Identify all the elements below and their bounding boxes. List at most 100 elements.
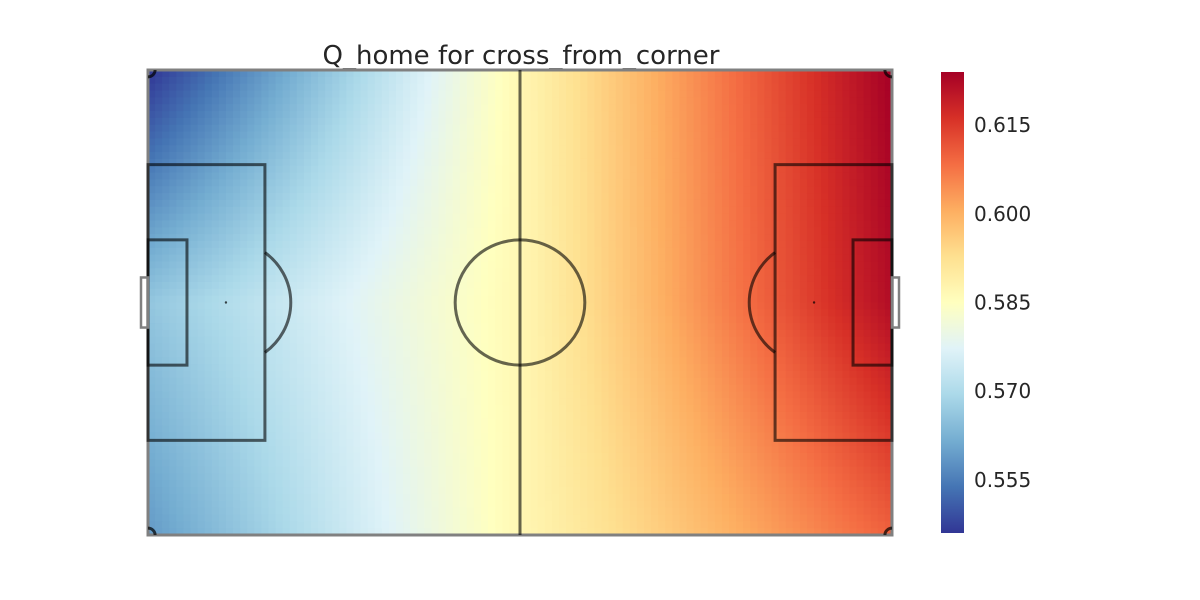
heatmap-cell bbox=[452, 76, 461, 85]
heatmap-cell bbox=[721, 97, 730, 105]
heatmap-cell bbox=[721, 357, 730, 365]
heatmap-cell bbox=[714, 370, 723, 379]
heatmap-cell bbox=[721, 152, 730, 160]
heatmap-cell bbox=[424, 193, 433, 201]
heatmap-cell bbox=[367, 357, 376, 365]
heatmap-cell bbox=[870, 336, 879, 345]
heatmap-cell bbox=[714, 97, 723, 105]
heatmap-cell bbox=[849, 158, 858, 167]
heatmap-cell bbox=[757, 316, 766, 324]
heatmap-cell bbox=[714, 302, 723, 310]
heatmap-cell bbox=[785, 117, 794, 126]
heatmap-cell bbox=[842, 329, 851, 338]
heatmap-cell bbox=[403, 90, 411, 98]
heatmap-cell bbox=[247, 117, 255, 126]
heatmap-cell bbox=[523, 234, 532, 242]
heatmap-cell bbox=[275, 186, 284, 194]
heatmap-cell bbox=[636, 213, 645, 222]
heatmap-cell bbox=[169, 357, 177, 365]
heatmap-cell bbox=[870, 70, 879, 78]
heatmap-cell bbox=[282, 247, 291, 256]
heatmap-cell bbox=[863, 295, 872, 304]
heatmap-cell bbox=[580, 247, 588, 256]
heatmap-cell bbox=[218, 76, 227, 85]
heatmap-cell bbox=[757, 90, 766, 98]
heatmap-cell bbox=[778, 254, 787, 263]
heatmap-cell bbox=[403, 111, 411, 119]
heatmap-cell bbox=[169, 316, 177, 324]
heatmap-cell bbox=[771, 70, 780, 78]
heatmap-cell bbox=[310, 186, 319, 194]
heatmap-cell bbox=[658, 83, 666, 92]
heatmap-cell bbox=[417, 316, 425, 324]
heatmap-cell bbox=[225, 309, 234, 317]
heatmap-cell bbox=[275, 152, 284, 160]
heatmap-cell bbox=[225, 316, 234, 324]
heatmap-cell bbox=[573, 323, 581, 331]
heatmap-cell bbox=[204, 193, 213, 201]
heatmap-cell bbox=[636, 76, 645, 85]
heatmap-cell bbox=[148, 172, 156, 181]
heatmap-cell bbox=[785, 343, 794, 351]
heatmap-cell bbox=[268, 370, 277, 379]
heatmap-cell bbox=[360, 370, 369, 379]
heatmap-cell bbox=[884, 323, 892, 331]
heatmap-cell bbox=[424, 186, 433, 194]
heatmap-cell bbox=[679, 261, 688, 269]
heatmap-cell bbox=[169, 90, 177, 98]
heatmap-cell bbox=[353, 83, 362, 92]
heatmap-cell bbox=[169, 117, 177, 126]
heatmap-cell bbox=[870, 158, 879, 167]
heatmap-cell bbox=[778, 336, 787, 345]
heatmap-cell bbox=[190, 111, 199, 119]
heatmap-cell bbox=[424, 261, 433, 269]
heatmap-cell bbox=[367, 268, 376, 276]
heatmap-cell bbox=[346, 70, 355, 78]
heatmap-cell bbox=[551, 186, 560, 194]
heatmap-cell bbox=[509, 186, 518, 194]
heatmap-cell bbox=[445, 172, 454, 181]
heatmap-cell bbox=[155, 364, 163, 372]
heatmap-cell bbox=[310, 90, 319, 98]
heatmap-cell bbox=[594, 213, 603, 222]
heatmap-cell bbox=[296, 247, 305, 256]
heatmap-cell bbox=[388, 336, 397, 345]
heatmap-cell bbox=[877, 336, 886, 345]
heatmap-cell bbox=[190, 220, 199, 228]
heatmap-cell bbox=[884, 117, 892, 126]
heatmap-cell bbox=[452, 268, 461, 276]
heatmap-cell bbox=[424, 199, 433, 208]
heatmap-cell bbox=[197, 165, 206, 174]
heatmap-cell bbox=[445, 70, 454, 78]
heatmap-cell bbox=[254, 247, 262, 256]
heatmap-cell bbox=[736, 254, 744, 263]
heatmap-cell bbox=[785, 336, 794, 345]
heatmap-cell bbox=[877, 165, 886, 174]
heatmap-cell bbox=[388, 391, 397, 399]
heatmap-cell bbox=[693, 343, 702, 351]
heatmap-cell bbox=[466, 370, 475, 379]
heatmap-cell bbox=[884, 220, 892, 228]
heatmap-cell bbox=[608, 329, 617, 338]
heatmap-cell bbox=[225, 145, 234, 153]
heatmap-cell bbox=[282, 343, 291, 351]
heatmap-cell bbox=[587, 377, 595, 386]
heatmap-cell bbox=[325, 138, 333, 146]
heatmap-cell bbox=[318, 227, 326, 235]
heatmap-cell bbox=[495, 117, 503, 126]
heatmap-cell bbox=[310, 384, 319, 392]
heatmap-cell bbox=[225, 370, 234, 379]
heatmap-cell bbox=[289, 316, 298, 324]
heatmap-cell bbox=[743, 370, 751, 379]
heatmap-cell bbox=[530, 172, 539, 181]
heatmap-cell bbox=[636, 70, 645, 78]
heatmap-cell bbox=[884, 384, 892, 392]
heatmap-cell bbox=[870, 90, 879, 98]
heatmap-cell bbox=[558, 227, 567, 235]
heatmap-cell bbox=[233, 254, 241, 263]
heatmap-cell bbox=[523, 213, 532, 222]
heatmap-cell bbox=[608, 199, 617, 208]
heatmap-cell bbox=[218, 309, 227, 317]
heatmap-cell bbox=[225, 247, 234, 256]
heatmap-cell bbox=[282, 254, 291, 263]
